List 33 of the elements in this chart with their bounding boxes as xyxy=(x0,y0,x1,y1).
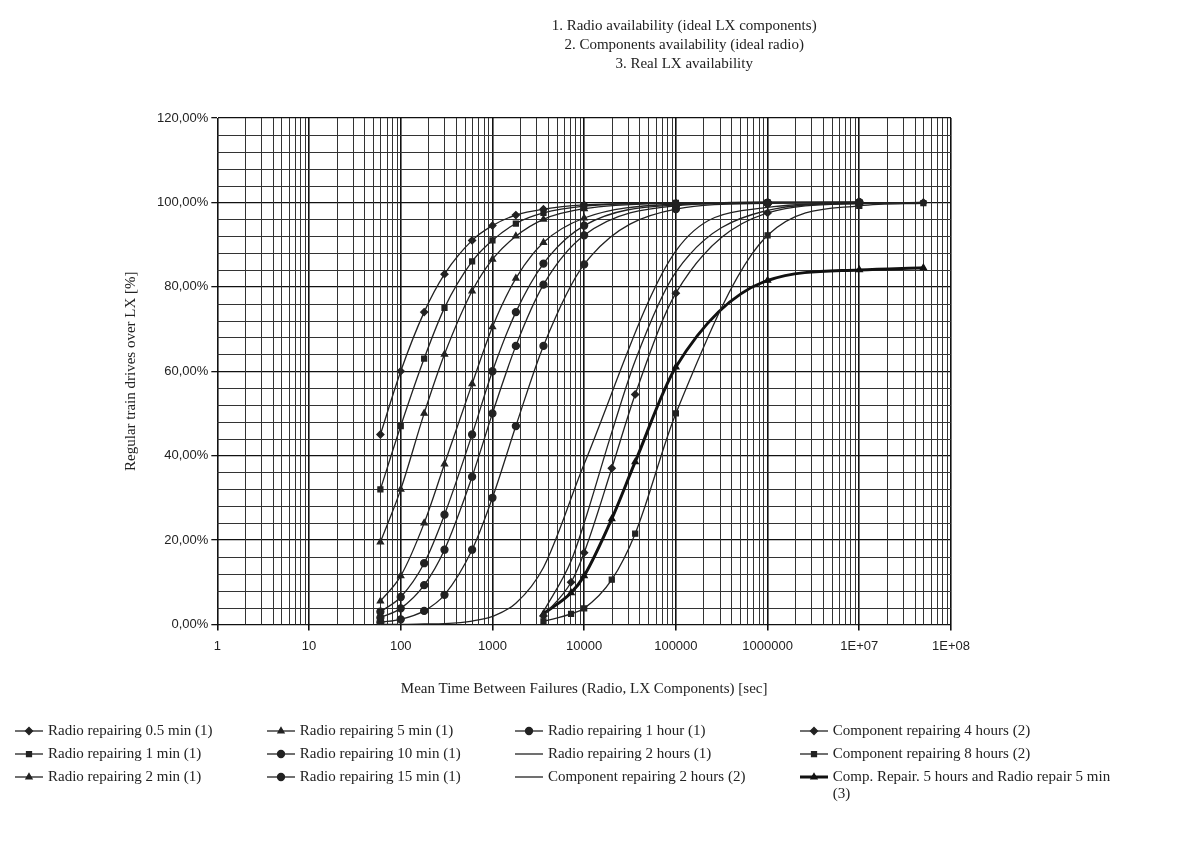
x-tick-label: 100000 xyxy=(654,637,698,653)
legend-label: Component repairing 8 hours (2) xyxy=(832,745,1031,762)
legend-label: Radio repairing 2 min (1) xyxy=(48,768,202,785)
x-axis-title: Mean Time Between Failures (Radio, LX Components) [sec] xyxy=(400,679,768,697)
legend-label: Radio repairing 1 hour (1) xyxy=(547,722,706,739)
legend-label: Radio repairing 1 min (1) xyxy=(48,745,202,762)
text: 3. Real LX availability xyxy=(615,55,754,71)
x-tick-label: 1E+07 xyxy=(840,637,879,653)
y-tick-label: 100,00% xyxy=(156,193,209,209)
y-tick-label: 0,00% xyxy=(171,615,209,631)
x-tick-label: 10 xyxy=(301,637,317,653)
x-tick-label: 1E+08 xyxy=(932,637,970,653)
text: 1. Radio availability (ideal LX components) xyxy=(551,17,817,34)
x-tick-label: 1000000 xyxy=(742,637,793,653)
y-tick-label: 20,00% xyxy=(164,531,209,547)
legend-label: Radio repairing 15 min (1) xyxy=(299,768,461,785)
x-tick-label: 1000 xyxy=(477,637,507,653)
y-axis-title: Regular train drives over LX [%] xyxy=(121,271,138,471)
text: 2. Components availability (ideal radio) xyxy=(564,36,804,53)
x-tick-label: 100 xyxy=(389,637,412,653)
x-tick-label: 1 xyxy=(213,637,221,653)
legend-label: Component repairing 4 hours (2) xyxy=(832,722,1031,739)
legend-label: Component repairing 2 hours (2) xyxy=(547,768,746,785)
legend-label: Radio repairing 5 min (1) xyxy=(299,722,454,739)
y-tick-label: 80,00% xyxy=(164,278,209,294)
legend-label: Radio repairing 10 min (1) xyxy=(299,745,461,762)
x-tick-label: 10000 xyxy=(566,637,603,653)
y-tick-label: 120,00% xyxy=(156,109,209,125)
legend-label: Radio repairing 2 hours (1) xyxy=(547,745,712,762)
y-tick-label: 60,00% xyxy=(164,362,209,378)
y-tick-label: 40,00% xyxy=(164,447,209,463)
legend-label: Radio repairing 0.5 min (1) xyxy=(48,722,213,739)
legend-label: Comp. Repair. 5 hours and Radio repair 5 min (3) xyxy=(832,768,1112,802)
